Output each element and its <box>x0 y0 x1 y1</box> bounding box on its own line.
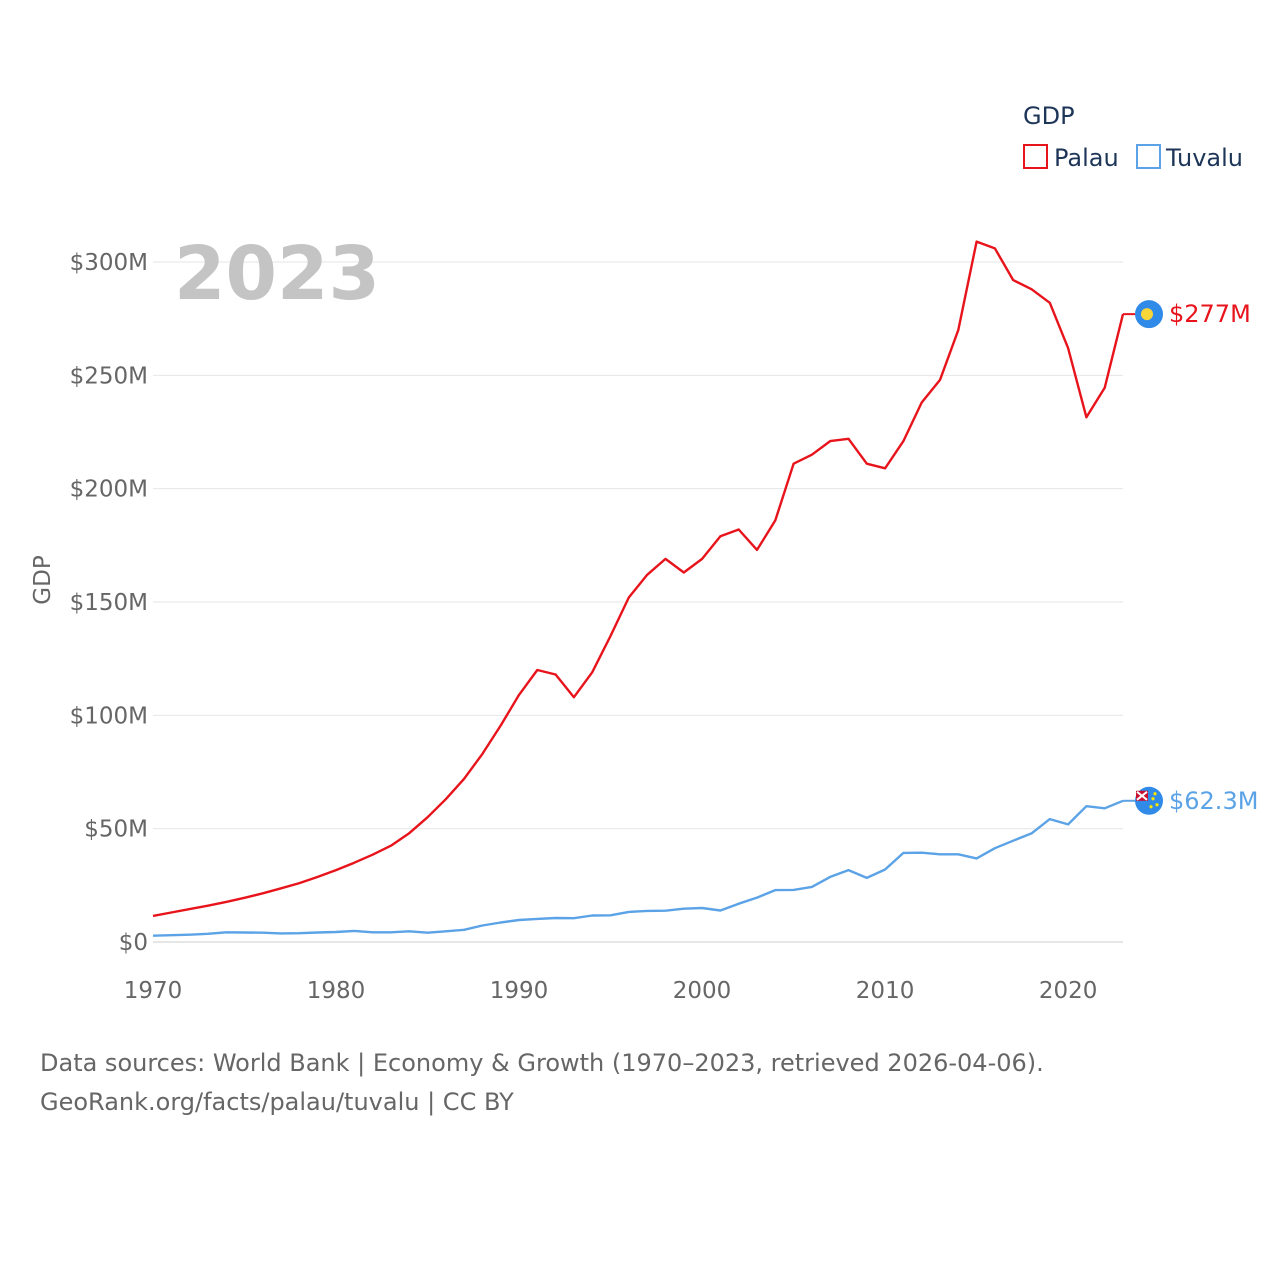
flag-cross <box>1136 791 1148 801</box>
x-tick-label: 2000 <box>673 978 732 1004</box>
flag-star <box>1149 805 1153 809</box>
flag-star <box>1151 797 1155 801</box>
legend-swatch-palau <box>1023 144 1048 169</box>
series-line-tuvalu[interactable] <box>152 799 1124 937</box>
data-source-note: Data sources: World Bank | Economy & Gro… <box>40 1044 1240 1122</box>
legend: GDP Palau Tuvalu <box>1023 102 1243 172</box>
end-markers: $277M $62.3M <box>1123 300 1258 815</box>
y-tick-label: $250M <box>70 363 148 389</box>
x-tick-label: 1980 <box>307 978 366 1004</box>
x-tick-label: 1970 <box>124 978 183 1004</box>
flag-sun <box>1141 308 1153 321</box>
legend-label-tuvalu: Tuvalu <box>1165 144 1243 172</box>
flag-star <box>1153 792 1157 796</box>
y-tick-label: $100M <box>70 703 148 729</box>
legend-swatch-tuvalu <box>1136 144 1161 169</box>
y-tick-label: $0 <box>119 930 148 956</box>
flag-icon-tuvalu <box>1135 786 1163 815</box>
legend-label-palau: Palau <box>1054 144 1119 172</box>
source-line-1: Data sources: World Bank | Economy & Gro… <box>40 1049 1044 1077</box>
source-line-2[interactable]: GeoRank.org/facts/palau/tuvalu | CC BY <box>40 1088 514 1116</box>
y-tick-label: $300M <box>70 250 148 276</box>
gridlines <box>153 261 1123 943</box>
end-value-label-tuvalu: $62.3M <box>1169 787 1258 815</box>
y-axis-title: GDP <box>30 555 56 605</box>
current-year-label: 2023 <box>174 231 380 317</box>
y-tick-label: $50M <box>84 817 148 843</box>
flag-icon-palau <box>1135 300 1163 329</box>
end-value-label-palau: $277M <box>1169 300 1251 328</box>
x-tick-label: 1990 <box>490 978 549 1004</box>
legend-title: GDP <box>1023 102 1075 130</box>
flag-star <box>1155 803 1159 807</box>
legend-item-palau[interactable]: Palau <box>1023 144 1119 172</box>
series-line-palau[interactable] <box>152 240 1125 918</box>
x-tick-label: 2010 <box>856 978 915 1004</box>
series-lines <box>152 240 1125 937</box>
x-axis-ticks: 1970 1980 1990 2000 2010 2020 <box>124 978 1098 1004</box>
y-axis-ticks: $0 $50M $100M $150M $200M $250M $300M <box>70 250 148 956</box>
y-tick-label: $200M <box>70 477 148 503</box>
x-tick-label: 2020 <box>1039 978 1098 1004</box>
legend-item-tuvalu[interactable]: Tuvalu <box>1136 144 1243 172</box>
y-tick-label: $150M <box>70 590 148 616</box>
